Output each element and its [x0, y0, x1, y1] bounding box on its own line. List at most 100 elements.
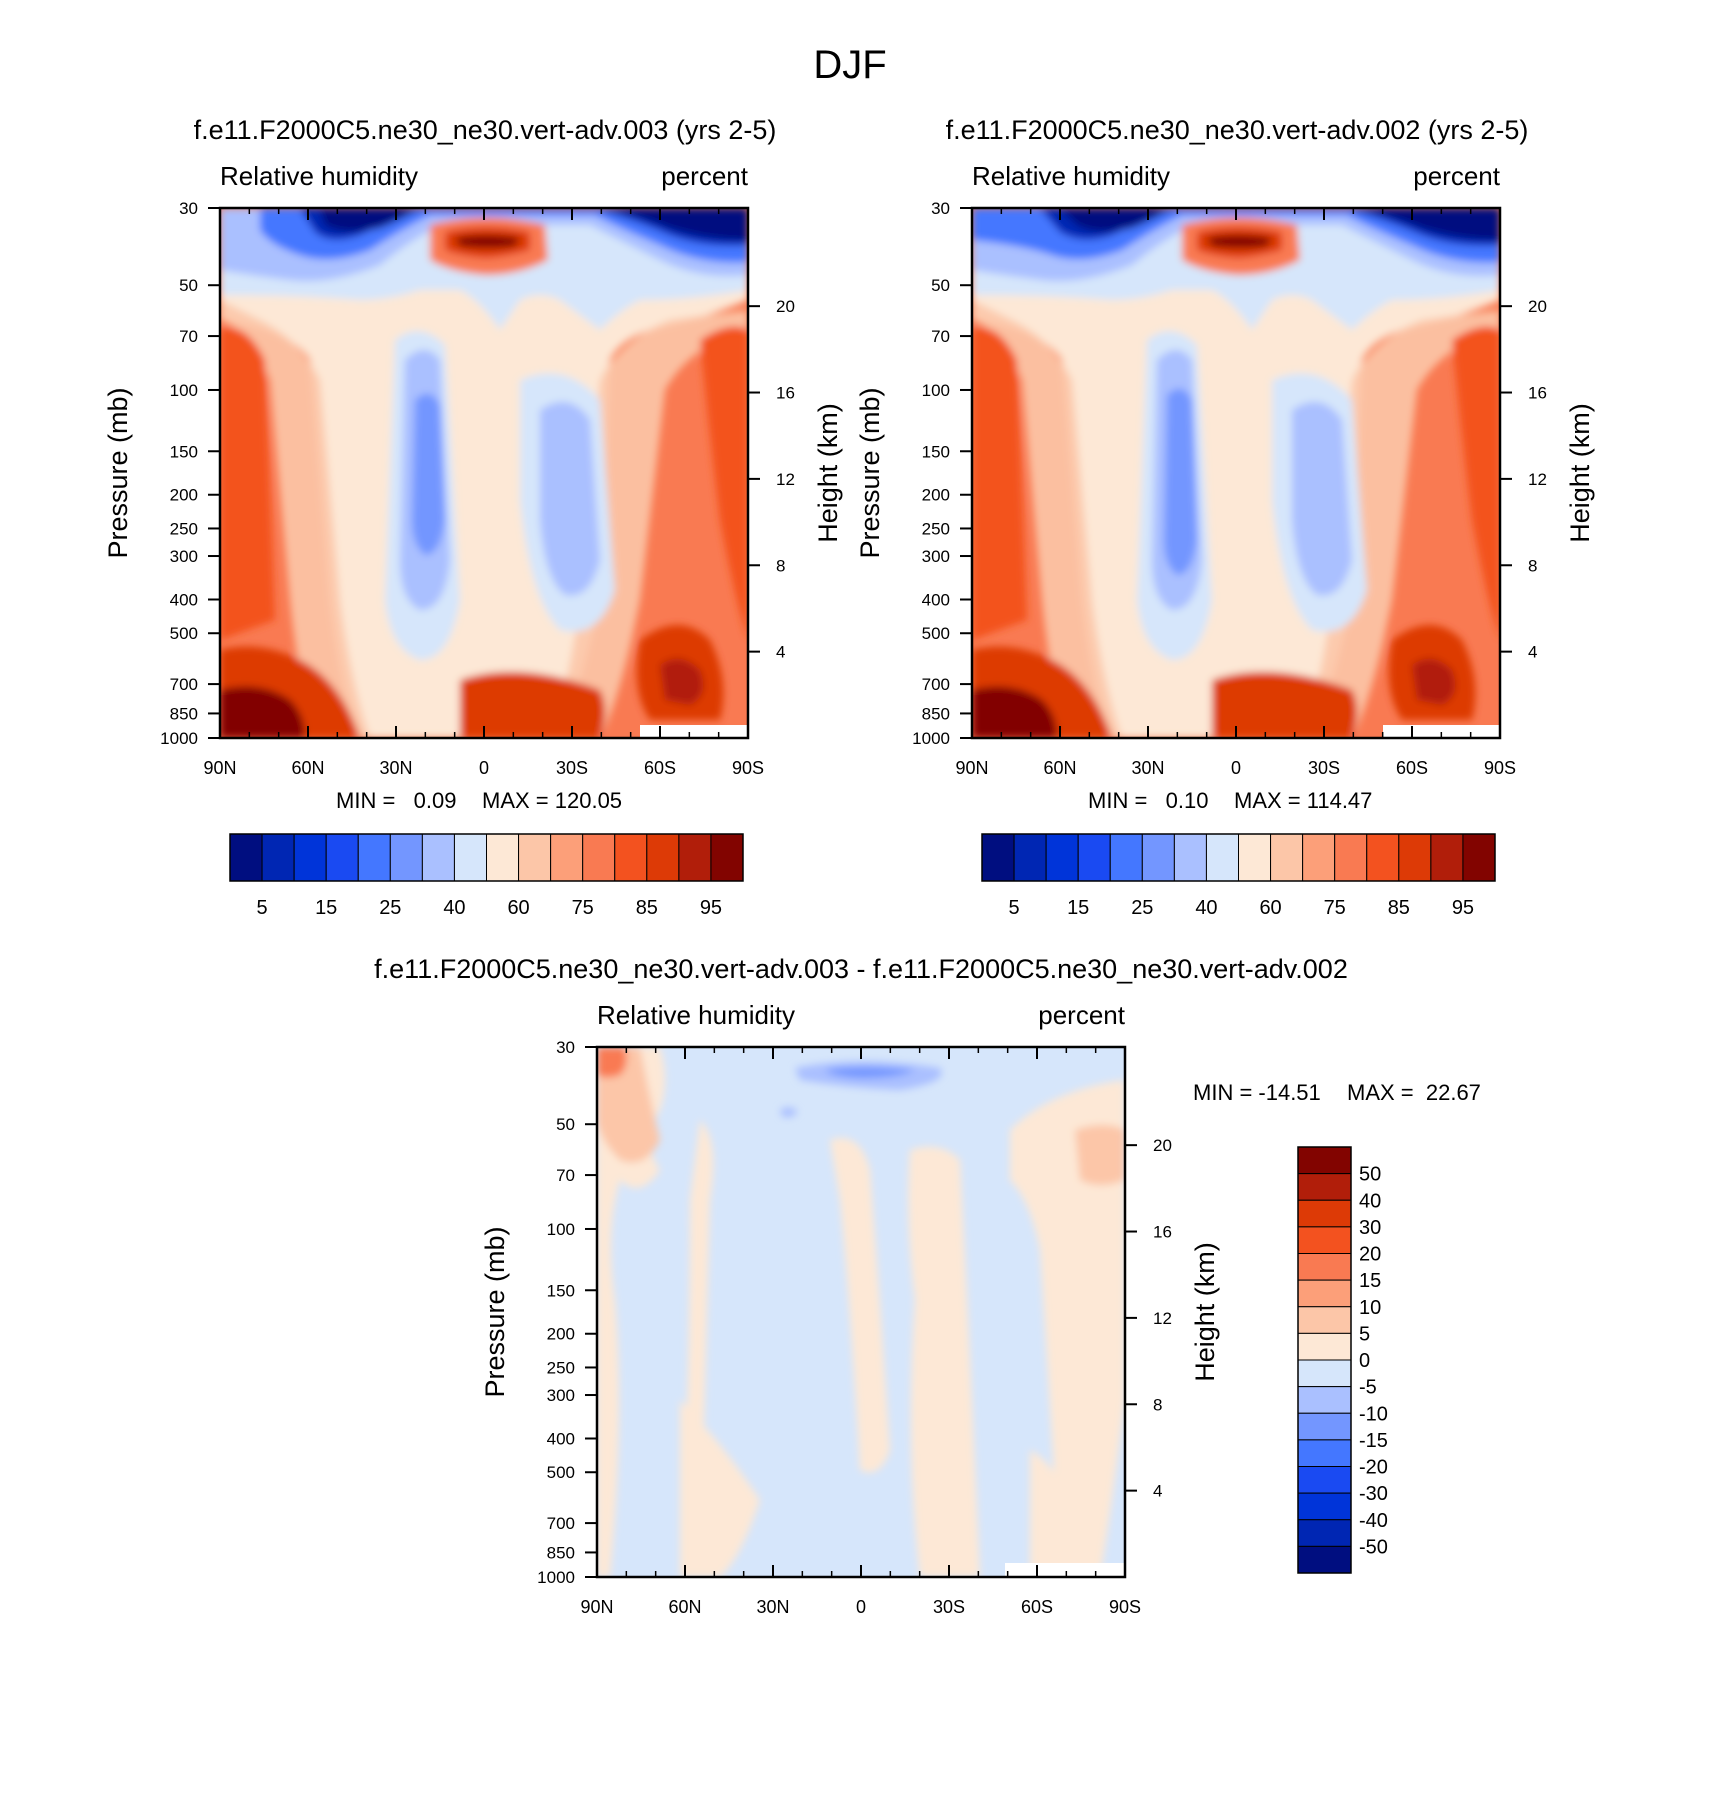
panel-diff-left-label: Relative humidity	[597, 1000, 795, 1030]
colorbar-box	[550, 833, 584, 882]
panel-a-contour-field	[220, 208, 748, 738]
y-tick-label: 850	[922, 704, 950, 723]
panel-b-min-label: MIN = 0.10	[1088, 788, 1208, 813]
colorbar-box	[614, 833, 648, 882]
colorbar-label: 75	[572, 897, 594, 919]
y-tick-label: 500	[922, 624, 950, 643]
panel-a-colorbar: 5 15 25 40 60 75 85 95	[229, 833, 744, 919]
colorbar-label: 85	[1388, 897, 1410, 919]
y2-tick-label: 16	[1528, 384, 1547, 403]
y2-tick-label: 4	[776, 643, 785, 662]
colorbar-box	[1141, 833, 1175, 882]
colorbar-label: 40	[1195, 897, 1217, 919]
y-tick-label: 150	[922, 442, 950, 461]
colorbar-box	[261, 833, 295, 882]
y-tick-label: 30	[556, 1038, 575, 1057]
panel-diff-title: f.e11.F2000C5.ne30_ne30.vert-adv.003 - f…	[374, 954, 1348, 984]
contour-band-top-0-10	[300, 208, 748, 246]
panel-diff: f.e11.F2000C5.ne30_ne30.vert-adv.003 - f…	[374, 954, 1481, 1617]
panel-b: f.e11.F2000C5.ne30_ne30.vert-adv.002 (yr…	[855, 115, 1595, 919]
contour-band-top-core-right	[1352, 208, 1500, 240]
colorbar-label: 5	[1359, 1323, 1370, 1345]
colorbar-box	[1297, 1226, 1352, 1254]
colorbar-box	[1297, 1306, 1352, 1334]
y-tick-label: 250	[170, 519, 198, 538]
colorbar-label: 50	[1359, 1164, 1381, 1186]
x-tick-label: 0	[479, 758, 489, 778]
y-tick-label: 250	[547, 1358, 575, 1377]
colorbar-frame	[229, 833, 744, 882]
contour-band-surface-core-left	[220, 686, 305, 738]
y-tick-label: 70	[179, 327, 198, 346]
panel-b-axes: 90N 60N 30N 0 30S 60S 90S 30 50 70 100 150 200 250 300…	[912, 199, 1547, 778]
colorbar-label: -5	[1359, 1377, 1377, 1399]
colorbar-box	[389, 833, 423, 882]
y-tick-label: 150	[170, 442, 198, 461]
panel-diff-max-label: MAX = 22.67	[1347, 1080, 1481, 1105]
x-tick-label: 0	[1231, 758, 1241, 778]
x-tick-label: 60S	[1396, 758, 1428, 778]
colorbar-box	[1297, 1199, 1352, 1228]
contour-band-pos-right	[1010, 1080, 1125, 1577]
y2-tick-label: 20	[1528, 297, 1547, 316]
contour-band-pos-mid	[830, 1138, 890, 1473]
panel-b-contour-field	[972, 208, 1500, 738]
contour-band-50-60	[220, 255, 748, 738]
colorbar-label: 40	[1359, 1190, 1381, 1212]
x-tick-label: 60N	[291, 758, 324, 778]
colorbar-box	[1297, 1519, 1352, 1547]
colorbar-box	[1077, 833, 1111, 882]
x-tick-label: 0	[856, 1597, 866, 1617]
y-tick-label: 200	[547, 1325, 575, 1344]
colorbar-box	[486, 833, 520, 882]
y2-tick-label: 12	[1153, 1309, 1172, 1328]
contour-band-surface-high-mid	[1212, 672, 1357, 738]
missing-data-region	[1005, 1563, 1125, 1577]
y-tick-label: 1000	[537, 1568, 575, 1587]
colorbar-label: 15	[1359, 1270, 1381, 1292]
colorbar-box	[582, 833, 616, 882]
colorbar-label: 10	[1359, 1297, 1381, 1319]
panel-diff-contour-field	[597, 1047, 1125, 1577]
colorbar-box	[1013, 833, 1047, 882]
y2-tick-label: 8	[776, 556, 785, 575]
colorbar-box	[710, 833, 744, 882]
colorbar-box	[518, 833, 552, 882]
panel-b-title: f.e11.F2000C5.ne30_ne30.vert-adv.002 (yr…	[946, 115, 1529, 145]
y2-tick-label: 8	[1153, 1395, 1162, 1414]
colorbar-box	[1366, 833, 1400, 882]
panel-a-y2label: Height (km)	[813, 403, 843, 543]
y-tick-label: 500	[547, 1463, 575, 1482]
y-tick-label: 30	[931, 199, 950, 218]
y-tick-label: 150	[547, 1281, 575, 1300]
colorbar-box	[1238, 833, 1272, 882]
panel-diff-right-label: percent	[1038, 1000, 1125, 1030]
contour-band-top-core	[1060, 208, 1172, 232]
colorbar-box	[1297, 1279, 1352, 1308]
contour-band-strat-max-core	[455, 235, 520, 248]
x-tick-label: 60S	[1021, 1597, 1053, 1617]
panel-a-axes: 90N 60N 30N 0 30S 60S 90S 30 50 70 100 150 200 250 300…	[160, 199, 795, 778]
y-tick-label: 850	[170, 704, 198, 723]
colorbar-box	[1297, 1545, 1352, 1574]
panel-b-ylabel: Pressure (mb)	[855, 387, 885, 558]
colorbar-box	[1297, 1492, 1352, 1521]
panel-diff-min-label: MIN = -14.51	[1193, 1080, 1321, 1105]
x-tick-label: 60N	[1043, 758, 1076, 778]
contour-band-pos-left	[597, 1047, 665, 1577]
y-tick-label: 100	[547, 1220, 575, 1239]
y-tick-label: 400	[922, 591, 950, 610]
colorbar-label: 95	[1452, 897, 1474, 919]
y-tick-label: 700	[547, 1514, 575, 1533]
missing-data-region	[640, 725, 748, 738]
y-tick-label: 100	[170, 381, 198, 400]
colorbar-box	[1297, 1439, 1352, 1467]
y2-tick-label: 12	[1528, 470, 1547, 489]
colorbar-box	[1109, 833, 1143, 882]
colorbar-box	[1297, 1173, 1352, 1201]
colorbar-box	[1334, 833, 1368, 882]
contour-band-surface-core-right	[660, 658, 704, 705]
y-tick-label: 300	[547, 1386, 575, 1405]
y-tick-label: 300	[170, 547, 198, 566]
y2-tick-label: 8	[1528, 556, 1537, 575]
